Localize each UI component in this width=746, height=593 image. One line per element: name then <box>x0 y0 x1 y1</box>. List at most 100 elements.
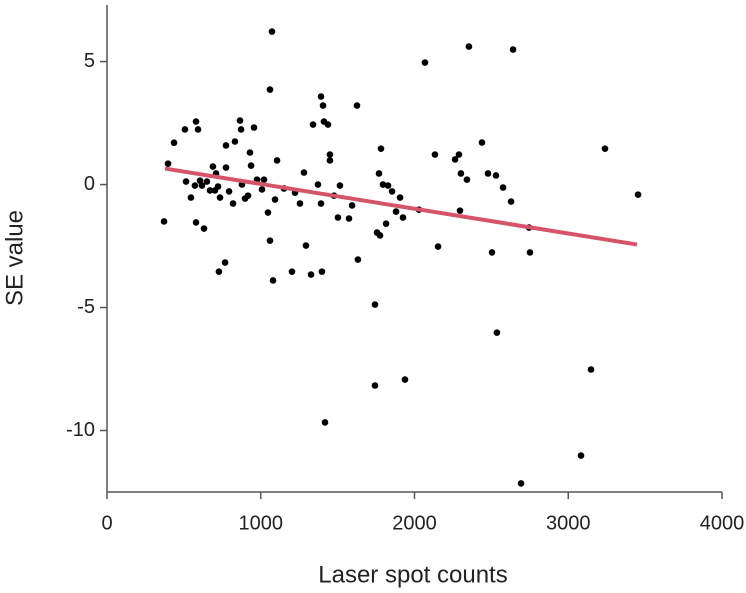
x-tick-label: 1000 <box>239 512 284 534</box>
point <box>348 202 356 209</box>
point <box>187 194 195 201</box>
point <box>499 184 507 191</box>
y-tick-label: -10 <box>66 419 95 441</box>
point <box>164 160 172 167</box>
point <box>268 28 276 35</box>
x-axis-title: Laser spot counts <box>318 561 507 588</box>
point <box>209 163 217 170</box>
point <box>288 268 296 275</box>
y-tick-label: 5 <box>84 50 95 72</box>
point <box>250 124 258 131</box>
point <box>318 268 326 275</box>
x-tick-label: 3000 <box>546 512 591 534</box>
point <box>307 271 315 278</box>
point <box>271 196 279 203</box>
point <box>317 93 325 100</box>
point <box>634 191 642 198</box>
point <box>354 256 362 263</box>
point <box>221 259 229 266</box>
point <box>353 102 361 109</box>
point <box>216 194 224 201</box>
point <box>326 157 334 164</box>
point <box>434 243 442 250</box>
point <box>247 162 255 169</box>
x-tick-label: 2000 <box>392 512 437 534</box>
point <box>264 209 272 216</box>
point <box>296 200 304 207</box>
point <box>336 182 344 189</box>
point <box>229 200 237 207</box>
point <box>399 214 407 221</box>
point <box>507 198 515 205</box>
point <box>160 218 168 225</box>
point <box>236 117 244 124</box>
point <box>375 170 383 177</box>
point <box>266 237 274 244</box>
point <box>302 242 310 249</box>
point <box>401 376 409 383</box>
point <box>457 170 465 177</box>
point <box>192 219 200 226</box>
point <box>451 156 459 163</box>
point <box>421 59 429 66</box>
point <box>194 126 202 133</box>
y-axis-title: SE value <box>1 210 28 306</box>
point <box>377 145 385 152</box>
point <box>260 176 268 183</box>
point <box>200 225 208 232</box>
point <box>258 186 266 193</box>
point <box>465 43 473 50</box>
point <box>198 182 206 189</box>
point <box>345 215 353 222</box>
point <box>488 249 496 256</box>
point <box>266 86 274 93</box>
point <box>493 329 501 336</box>
point <box>371 382 379 389</box>
point <box>181 126 189 133</box>
point <box>463 176 471 183</box>
point <box>215 268 223 275</box>
point <box>492 172 500 179</box>
point <box>244 192 252 199</box>
point <box>222 142 230 149</box>
point <box>379 181 387 188</box>
point <box>225 188 233 195</box>
point <box>231 138 239 145</box>
point <box>326 151 334 158</box>
point <box>214 183 222 190</box>
point <box>182 178 190 185</box>
point <box>392 208 400 215</box>
point <box>509 46 517 53</box>
point <box>246 149 254 156</box>
point <box>456 207 464 214</box>
point <box>309 121 317 128</box>
point <box>484 170 492 177</box>
point <box>191 182 199 189</box>
point <box>376 232 384 239</box>
point <box>371 301 379 308</box>
point <box>269 277 277 284</box>
y-tick-label: -5 <box>77 296 95 318</box>
point <box>517 480 525 487</box>
point <box>192 118 200 125</box>
point <box>324 121 332 128</box>
x-tick-label: 4000 <box>700 512 745 534</box>
x-tick-label: 0 <box>101 512 112 534</box>
point <box>317 200 325 207</box>
point <box>334 214 342 221</box>
point <box>206 187 214 194</box>
point <box>384 182 392 189</box>
point <box>601 145 609 152</box>
point <box>388 188 396 195</box>
fit-line <box>164 166 638 247</box>
point <box>321 419 329 426</box>
point <box>526 249 534 256</box>
point <box>170 139 178 147</box>
point <box>455 151 463 158</box>
y-tick-label: 0 <box>84 173 95 195</box>
point <box>396 194 404 201</box>
point <box>577 452 585 459</box>
point <box>273 157 281 164</box>
point <box>382 220 390 227</box>
